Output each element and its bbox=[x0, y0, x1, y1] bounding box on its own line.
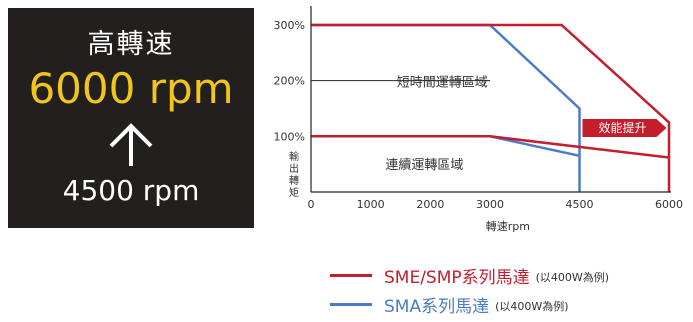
legend-swatch-sme bbox=[330, 273, 372, 277]
region-label-short-time: 短時間運轉區域 bbox=[397, 76, 488, 91]
y-axis-label-char: 矩 bbox=[289, 186, 299, 199]
series-outline-sme bbox=[311, 23, 671, 192]
promo-low-speed: 4500 rpm bbox=[62, 174, 200, 207]
legend-note-sma: (以400W為例) bbox=[495, 300, 569, 313]
x-tick-label: 2000 bbox=[416, 198, 444, 211]
x-tick-label: 0 bbox=[308, 198, 315, 211]
y-axis-label-char: 轉 bbox=[289, 174, 299, 187]
y-axis-label-char: 輸 bbox=[289, 150, 299, 163]
promo-high-speed: 6000 rpm bbox=[28, 64, 234, 113]
y-tick-label: 200% bbox=[274, 75, 305, 88]
callout-label: 效能提升 bbox=[598, 120, 646, 135]
legend-note-sme: (以400W為例) bbox=[535, 271, 610, 284]
x-axis-label: 轉速rpm bbox=[486, 220, 530, 233]
promo-panel: 高轉速 6000 rpm 4500 rpm bbox=[8, 8, 254, 228]
series-lines bbox=[311, 23, 671, 192]
up-arrow-icon bbox=[109, 123, 153, 166]
y-axis-label-char: 出 bbox=[289, 162, 299, 175]
series-continuous-sma bbox=[311, 135, 580, 158]
legend-label-sma: SMA系列馬達 bbox=[384, 296, 490, 317]
callout: 效能提升 bbox=[582, 118, 667, 137]
legend-item-sma: SMA系列馬達 (以400W為例) bbox=[330, 293, 569, 317]
x-tick-label: 6000 bbox=[655, 198, 683, 211]
y-tick-label: 300% bbox=[274, 19, 305, 32]
legend-label-sme: SME/SMP系列馬達 bbox=[384, 267, 530, 288]
legend-swatch-sma bbox=[330, 302, 372, 306]
promo-title: 高轉速 bbox=[87, 29, 175, 60]
series-continuous-sme bbox=[311, 135, 670, 159]
axes bbox=[310, 6, 671, 193]
x-tick-label: 1000 bbox=[357, 198, 385, 211]
x-tick-label: 4500 bbox=[566, 198, 594, 211]
region-label-continuous: 連續運轉區域 bbox=[385, 158, 463, 173]
tick-labels: 100% 200% 300% 0 1000 2000 3000 4500 6000 bbox=[274, 19, 683, 211]
x-tick-label: 3000 bbox=[476, 198, 504, 211]
callout-arrow bbox=[582, 118, 667, 137]
legend-item-sme: SME/SMP系列馬達 (以400W為例) bbox=[330, 264, 610, 288]
y-tick-label: 100% bbox=[274, 130, 305, 143]
